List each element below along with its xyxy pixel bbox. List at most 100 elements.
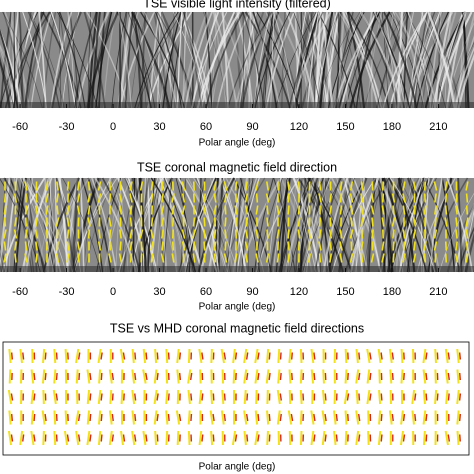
streamer <box>147 177 152 273</box>
field-vector <box>56 181 59 191</box>
streamer <box>61 11 80 109</box>
field-vector <box>150 253 154 263</box>
field-vector <box>254 430 259 446</box>
field-vector <box>35 241 38 251</box>
field-vector <box>288 389 292 405</box>
field-vector <box>33 413 36 422</box>
x-tick-label: 180 <box>383 121 401 133</box>
streamer <box>378 177 402 273</box>
streamer <box>252 11 278 109</box>
streamer <box>101 177 141 273</box>
field-vector <box>118 253 123 263</box>
field-vector <box>97 241 102 251</box>
field-vector <box>53 430 57 446</box>
streamer <box>76 11 110 109</box>
field-vector <box>201 393 204 401</box>
field-vector <box>55 372 58 381</box>
streamer <box>391 11 438 109</box>
field-vector <box>119 348 125 364</box>
streamer <box>2 11 43 109</box>
field-vector <box>223 181 228 191</box>
streamer <box>21 177 53 273</box>
field-vector <box>344 348 348 364</box>
field-vector <box>346 393 350 401</box>
field-vector <box>98 229 101 239</box>
field-vector <box>307 253 312 263</box>
field-vector <box>161 193 164 203</box>
field-vector <box>456 430 460 446</box>
streamer <box>163 177 204 273</box>
streamer <box>420 11 444 109</box>
field-vector <box>33 393 36 401</box>
field-vector <box>30 389 35 405</box>
streamer <box>232 177 258 273</box>
field-vector <box>133 434 137 442</box>
field-vector <box>171 253 175 263</box>
field-vector <box>277 369 281 384</box>
field-vector <box>380 413 383 422</box>
field-vector <box>77 434 81 442</box>
field-vector <box>129 217 133 227</box>
streamer <box>130 11 147 109</box>
field-vector <box>266 430 269 446</box>
field-vector <box>276 410 281 425</box>
field-vector <box>400 348 404 364</box>
field-vector <box>234 434 238 442</box>
limb-band <box>0 266 474 272</box>
field-vector <box>118 205 123 215</box>
field-vector <box>108 410 113 425</box>
field-vector <box>45 205 49 215</box>
streamer <box>81 177 104 273</box>
streamer <box>150 177 197 273</box>
field-vector <box>455 193 458 203</box>
field-vector <box>422 369 427 384</box>
field-vector <box>171 241 175 251</box>
streamer <box>463 11 467 109</box>
field-vector <box>299 389 303 405</box>
field-vector <box>165 348 169 364</box>
streamer <box>0 28 19 109</box>
field-vector <box>366 348 371 364</box>
field-vector <box>224 217 227 227</box>
streamer <box>340 11 378 109</box>
field-vector <box>52 389 57 405</box>
streamer <box>338 11 385 109</box>
field-vector <box>279 372 282 381</box>
streamer <box>293 11 321 109</box>
streamer <box>337 11 346 109</box>
field-vector <box>268 413 271 422</box>
streamer <box>0 11 13 109</box>
field-vector <box>10 352 14 360</box>
streamer <box>147 177 156 273</box>
field-vector <box>66 181 70 191</box>
field-vector <box>3 229 7 239</box>
field-vector <box>45 229 49 239</box>
field-vector <box>288 348 292 364</box>
field-vector <box>87 193 91 203</box>
streamer <box>373 11 407 109</box>
field-vector <box>160 253 165 263</box>
field-vector <box>244 205 249 215</box>
field-vector <box>456 389 460 405</box>
field-vector <box>176 369 180 384</box>
field-vector <box>425 352 428 360</box>
streamer <box>446 203 474 273</box>
field-vector <box>108 369 113 384</box>
field-vector <box>465 205 469 215</box>
field-vector <box>444 430 449 446</box>
field-vector <box>391 217 396 227</box>
streamer <box>94 177 137 273</box>
streamer <box>156 177 168 273</box>
field-vector <box>77 352 81 360</box>
x-tick-label: 30 <box>153 121 165 133</box>
field-vector <box>434 217 437 227</box>
field-vector <box>444 205 448 215</box>
streamer <box>29 177 55 273</box>
streamer <box>315 11 338 109</box>
streamer <box>319 11 334 109</box>
streamer <box>382 177 411 273</box>
field-vector <box>268 372 271 381</box>
field-vector <box>203 241 206 251</box>
streamer <box>280 177 289 273</box>
